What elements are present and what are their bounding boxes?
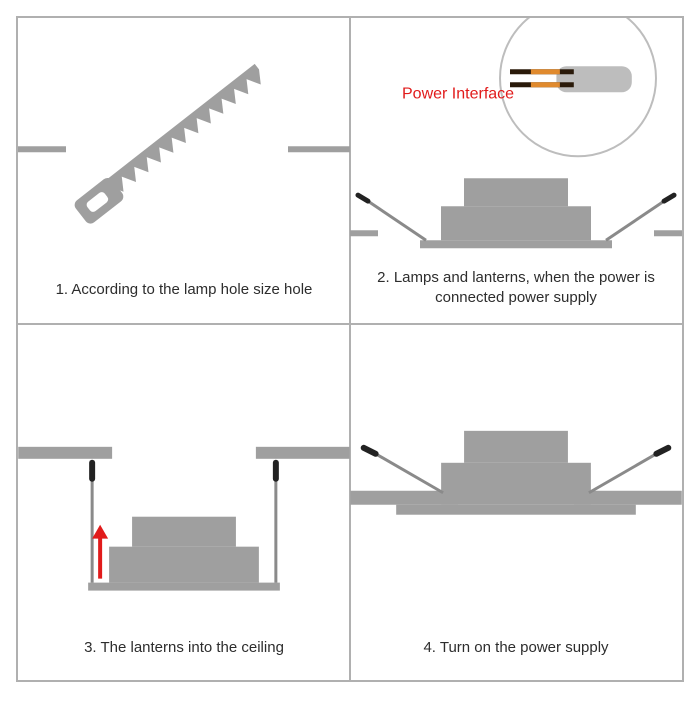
instruction-grid: 1. According to the lamp hole size hole … xyxy=(16,16,684,682)
svg-text:Power Interface: Power Interface xyxy=(402,85,514,102)
panel-step-2: Power Interface 2. Lamps and lanterns, w… xyxy=(350,18,682,323)
illustration-step-3 xyxy=(18,323,350,680)
caption-step-1: 1. According to the lamp hole size hole xyxy=(18,280,350,300)
illustration-step-1 xyxy=(18,18,350,323)
caption-step-2: 2. Lamps and lanterns, when the power is… xyxy=(350,268,682,309)
panel-step-3: 3. The lanterns into the ceiling xyxy=(18,323,350,680)
illustration-step-4 xyxy=(350,323,682,680)
panel-step-1: 1. According to the lamp hole size hole xyxy=(18,18,350,323)
panel-step-4: 4. Turn on the power supply xyxy=(350,323,682,680)
caption-step-4: 4. Turn on the power supply xyxy=(350,638,682,658)
caption-step-3: 3. The lanterns into the ceiling xyxy=(18,638,350,658)
